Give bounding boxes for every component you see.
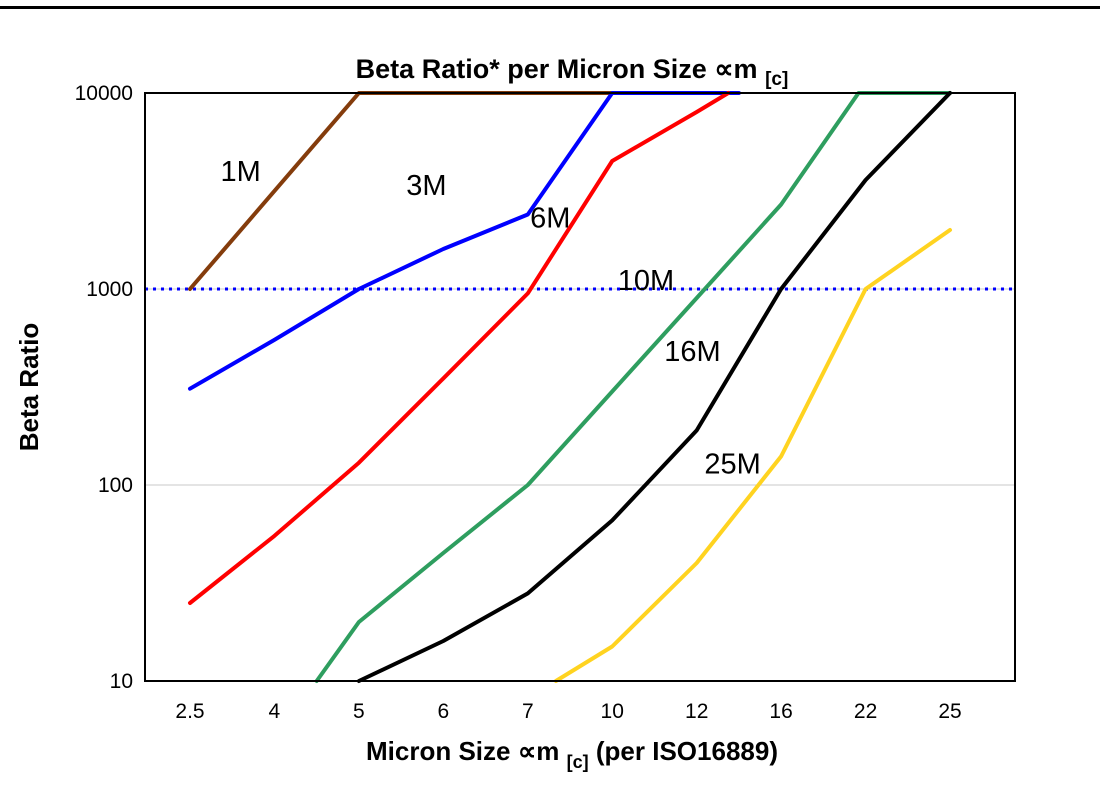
chart-title: Beta Ratio* per Micron Size ∝m [c] [356, 54, 789, 90]
x-axis-title-suffix: (per ISO16889) [596, 736, 778, 766]
x-tick-labels: 2.5 4 5 6 7 10 12 16 22 25 [175, 700, 961, 723]
x-tick-label-12: 12 [685, 700, 708, 723]
x-axis-title-subscript: [c] [567, 752, 589, 772]
x-tick-label-10: 10 [601, 700, 624, 723]
series-label-3M: 3M [406, 170, 446, 202]
x-tick-label-7: 7 [522, 700, 534, 723]
series-line-6M [188, 91, 731, 605]
x-tick-label-16: 16 [769, 700, 792, 723]
y-tick-labels: 10000 1000 100 10 [75, 82, 133, 693]
series-label-6M: 6M [530, 203, 570, 235]
x-tick-label-5: 5 [353, 700, 365, 723]
series-line-10M [314, 91, 952, 683]
y-tick-label-10: 10 [110, 670, 133, 693]
series-labels-layer: 1M 3M 6M 10M 16M 25M [221, 156, 761, 481]
x-axis-title-symbol: ∝m [518, 736, 560, 766]
x-tick-label-4: 4 [269, 700, 281, 723]
y-tick-label-10000: 10000 [75, 82, 133, 105]
chart-title-subscript: [c] [765, 69, 788, 90]
y-tick-label-100: 100 [98, 474, 133, 497]
top-border [0, 6, 1100, 9]
x-tick-label-2.5: 2.5 [175, 700, 204, 723]
x-tick-label-22: 22 [854, 700, 877, 723]
series-label-10M: 10M [618, 265, 674, 297]
x-axis-title: Micron Size ∝m [c] (per ISO16889) [366, 736, 778, 774]
plot-area [145, 93, 1015, 681]
series-label-25M: 25M [704, 449, 760, 481]
series-label-16M: 16M [664, 336, 720, 368]
chart-title-prefix: Beta Ratio* per Micron Size [356, 54, 715, 84]
x-axis-title-prefix: Micron Size [366, 736, 518, 766]
chart-title-symbol: ∝m [714, 54, 757, 84]
y-tick-label-1000: 1000 [86, 278, 133, 301]
series-line-25M [553, 228, 952, 683]
plot-border [144, 92, 1016, 682]
x-tick-label-25: 25 [938, 700, 961, 723]
series-line-16M [356, 91, 952, 683]
series-label-1M: 1M [221, 156, 261, 188]
y-axis-title: Beta Ratio [14, 323, 44, 452]
x-tick-label-6: 6 [437, 700, 449, 723]
series-lines-layer [188, 91, 952, 683]
